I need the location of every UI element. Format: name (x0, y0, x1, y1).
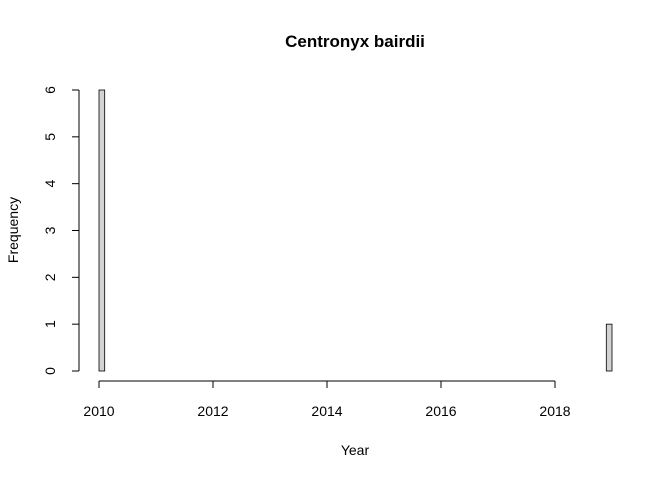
x-tick-label: 2014 (311, 403, 342, 419)
y-axis: 0 1 2 3 4 5 6 (42, 86, 80, 375)
histogram-bar (98, 89, 106, 372)
x-axis-title: Year (341, 442, 370, 458)
y-tick-label: 5 (42, 133, 58, 141)
y-tick-label: 4 (42, 180, 58, 188)
histogram-bar (605, 323, 613, 372)
y-tick-label: 2 (42, 273, 58, 281)
y-axis-title: Frequency (5, 197, 21, 263)
x-axis: 2010 2012 2014 2016 2018 (83, 380, 571, 419)
x-tick-label: 2016 (425, 403, 456, 419)
bars-group (98, 89, 613, 372)
y-tick-label: 0 (42, 367, 58, 375)
x-tick-label: 2018 (539, 403, 570, 419)
x-tick-label: 2010 (83, 403, 114, 419)
y-tick-label: 1 (42, 320, 58, 328)
x-tick-label: 2012 (197, 403, 228, 419)
y-tick-label: 6 (42, 86, 58, 94)
y-tick-label: 3 (42, 226, 58, 234)
chart-title: Centronyx bairdii (285, 32, 425, 51)
